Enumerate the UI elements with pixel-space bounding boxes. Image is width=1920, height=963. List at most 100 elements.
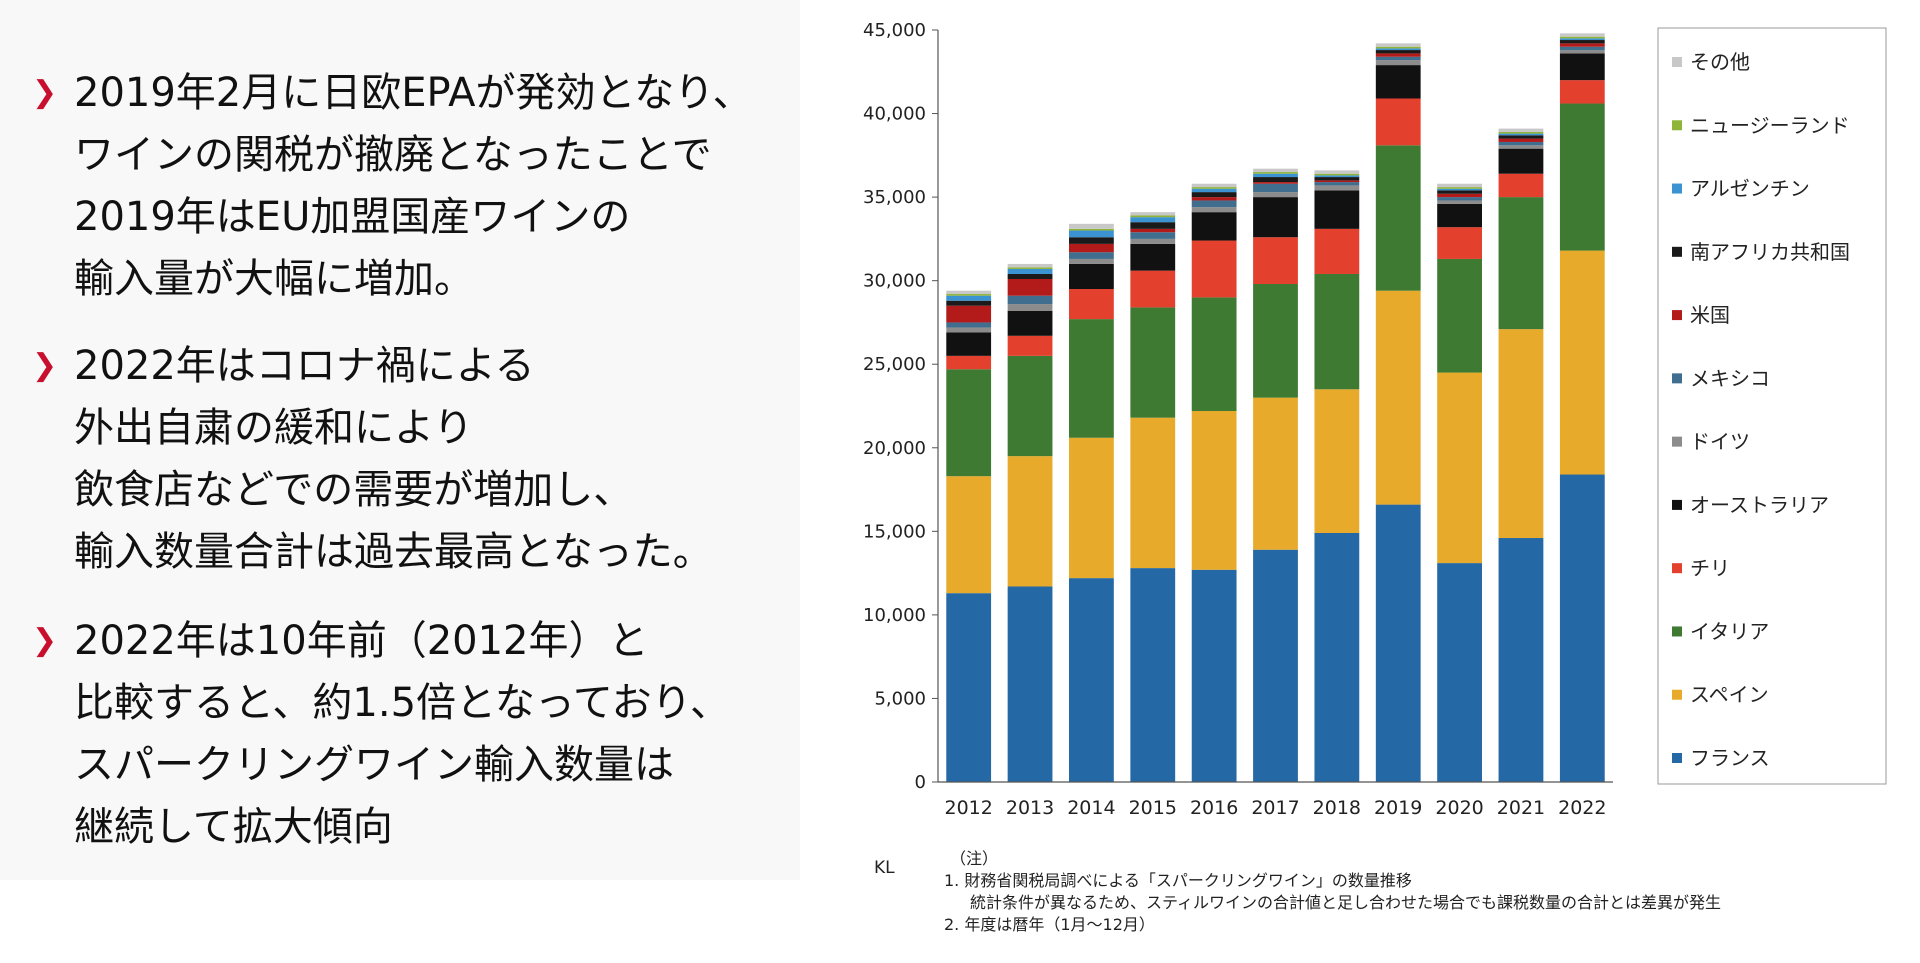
bar-stack-2014 (1069, 223, 1114, 782)
bar-segment (1191, 183, 1237, 188)
bullet-line: 継続して拡大傾向 (74, 804, 393, 850)
bar-segment (1069, 289, 1114, 320)
x-tick-label: 2022 (1558, 797, 1606, 819)
bar-segment (1559, 40, 1605, 44)
bar-segment (1191, 200, 1237, 208)
bar-segment (1498, 131, 1544, 134)
y-tick-label: 0 (915, 772, 926, 793)
bar-segment (1191, 192, 1237, 198)
bar-segment (1069, 230, 1114, 238)
legend-swatch (1672, 499, 1682, 510)
bar-segment (1559, 53, 1605, 81)
bullet-line: ワインの関税が撤廃となったことで (74, 132, 712, 178)
x-tick-label: 2020 (1435, 797, 1483, 819)
bar-segment (1130, 215, 1176, 218)
x-tick-label: 2016 (1190, 797, 1238, 819)
x-tick-label: 2021 (1497, 797, 1545, 819)
note-1-sub: 統計条件が異なるため、スティルワインの合計値と足し合わせた場合でも課税数量の合計… (970, 893, 1722, 912)
bar-stack-2021 (1498, 128, 1544, 782)
legend-label: ニュージーランド (1690, 113, 1850, 137)
y-tick-label: 5,000 (874, 688, 926, 709)
bar-segment (1375, 504, 1421, 782)
bar-segment (1253, 197, 1298, 238)
bar-segment (1375, 98, 1421, 146)
bar-segment (1191, 188, 1237, 193)
bar-stack-2015 (1130, 212, 1176, 782)
bar-segment (1437, 227, 1482, 259)
bar-segment (1559, 36, 1605, 39)
bar-segment (1253, 192, 1298, 198)
bar-segment (1191, 240, 1237, 298)
x-tick-label: 2017 (1251, 797, 1299, 819)
bar-segment (1314, 228, 1360, 274)
bar-segment (1314, 173, 1360, 176)
x-tick-label: 2019 (1374, 797, 1422, 819)
bullet-epa: ❯ 2019年2月に日欧EPAが発効となり、 ワインの関税が撤廃となったことで … (32, 62, 753, 310)
bar-segment (1437, 187, 1482, 189)
bar-segment (1253, 237, 1298, 285)
bar-segment (1314, 389, 1360, 534)
bar-stack-2013 (1007, 263, 1053, 782)
bar-segment (1437, 563, 1482, 782)
bar-segment (1253, 182, 1298, 184)
bar-segment (1498, 145, 1544, 149)
legend-item: その他 (1672, 50, 1750, 74)
x-tick-label: 2014 (1067, 797, 1115, 819)
bar-segment (1069, 319, 1114, 438)
bar-segment (1375, 60, 1421, 66)
bar-segment (1375, 43, 1421, 47)
bar-segment (1069, 237, 1114, 244)
bar-segment (1559, 43, 1605, 47)
bar-segment (1069, 252, 1114, 259)
bullet-line: 飲食店などでの需要が増加し、 (74, 467, 634, 513)
bar-segment (1314, 190, 1360, 229)
x-tick-label: 2013 (1006, 797, 1054, 819)
bar-segment (1437, 190, 1482, 194)
bar-segment (1314, 177, 1360, 181)
bar-segment (1253, 397, 1298, 550)
legend-item: オーストラリア (1672, 493, 1829, 517)
bar-segment (1498, 138, 1544, 142)
bar-segment (946, 476, 992, 594)
bar-segment (946, 332, 992, 356)
bars (946, 33, 1605, 782)
bar-segment (1375, 145, 1421, 291)
bar-stack-2019 (1375, 43, 1421, 782)
legend-swatch (1672, 626, 1682, 637)
legend-label: メキシコ (1690, 366, 1770, 390)
bar-segment (1130, 568, 1176, 782)
bar-segment (1559, 103, 1605, 251)
legend-item: チリ (1672, 556, 1730, 580)
bar-segment (1130, 417, 1176, 569)
bar-segment (1314, 533, 1360, 782)
y-axis: 0 5,000 10,000 15,000 20,000 25,000 30,000 35,0… (863, 20, 939, 793)
bar-segment (1437, 203, 1482, 228)
bar-segment (1130, 217, 1176, 223)
note-2: 2. 年度は暦年（1月～12月） (944, 915, 1155, 934)
legend-item: ドイツ (1672, 430, 1750, 454)
bar-segment (946, 369, 992, 477)
bar-segment (1375, 48, 1421, 51)
bar-segment (1007, 304, 1053, 311)
bar-segment (1498, 135, 1544, 139)
bar-segment (1253, 173, 1298, 178)
bar-segment (1191, 187, 1237, 189)
legend-box (1657, 27, 1887, 785)
y-tick-label: 45,000 (863, 20, 926, 41)
notes-heading: （注） (950, 849, 999, 868)
bar-segment (1253, 183, 1298, 193)
bar-segment (1437, 193, 1482, 198)
bar-stack-2012 (946, 290, 992, 782)
bullet-line: 輸入数量合計は過去最高となった。 (74, 529, 713, 575)
bar-segment (946, 593, 992, 782)
bar-segment (1375, 50, 1421, 54)
legend-label: スペイン (1690, 683, 1769, 707)
legend-label: フランス (1690, 746, 1770, 770)
bar-segment (1375, 56, 1421, 61)
bar-segment (1007, 278, 1053, 296)
bar-segment (1498, 133, 1544, 136)
bar-segment (1191, 297, 1237, 412)
legend: その他ニュージーランドアルゼンチン南アフリカ共和国米国メキシコドイツオーストラリ… (1657, 27, 1887, 785)
bar-segment (1437, 372, 1482, 564)
bullet-line: 外出自粛の緩和により (74, 405, 474, 451)
